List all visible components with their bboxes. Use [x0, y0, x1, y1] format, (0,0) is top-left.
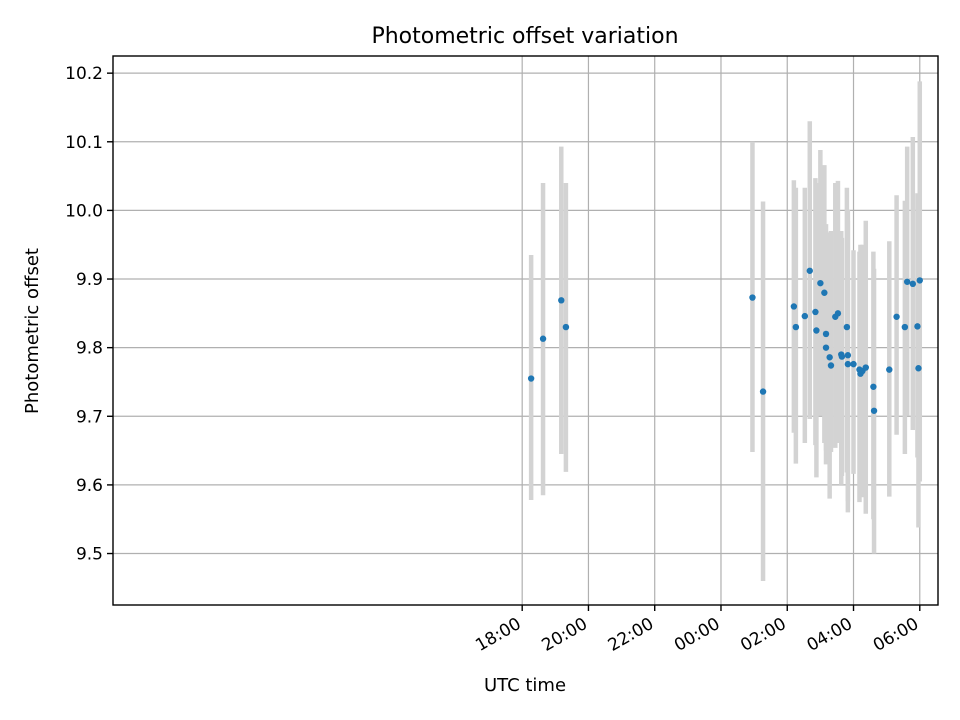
data-point — [870, 407, 878, 414]
y-tick-label: 10.1 — [65, 133, 103, 153]
data-point — [822, 330, 830, 338]
data-point — [903, 278, 911, 285]
data-point — [821, 289, 828, 296]
data-point — [759, 388, 767, 395]
data-point — [844, 352, 852, 359]
y-tick-label: 9.9 — [76, 270, 103, 290]
x-tick-label: 20:00 — [539, 614, 591, 656]
y-axis-label: Photometric offset — [22, 248, 43, 414]
y-tick-label: 10.0 — [65, 201, 103, 221]
data-point — [901, 323, 909, 331]
data-point — [812, 308, 819, 316]
data-point — [539, 335, 547, 342]
data-point — [562, 323, 570, 331]
y-tick-label: 9.6 — [76, 476, 103, 496]
data-point — [822, 344, 830, 351]
data-point — [909, 280, 917, 288]
data-point — [870, 383, 877, 390]
error-bars — [528, 81, 923, 581]
x-tick-label: 00:00 — [671, 614, 723, 656]
x-tick-label: 18:00 — [472, 614, 524, 656]
y-tick-label: 9.8 — [76, 339, 103, 359]
data-point — [827, 362, 835, 369]
data-point — [914, 323, 921, 330]
data-point — [838, 353, 846, 360]
x-tick-label: 22:00 — [605, 614, 657, 656]
x-axis-ticks: 18:00 20:00 22:00 00:00 02:00 04:00 06:00 — [472, 605, 922, 656]
data-point — [886, 366, 893, 373]
data-point — [806, 267, 813, 274]
data-point — [813, 327, 820, 334]
data-point — [749, 294, 756, 301]
data-point — [893, 313, 900, 320]
x-tick-label: 06:00 — [870, 614, 922, 656]
data-point — [834, 310, 842, 317]
data-point — [790, 303, 798, 310]
data-point — [850, 360, 857, 368]
x-tick-label: 04:00 — [804, 614, 856, 656]
x-axis-label: UTC time — [484, 675, 566, 696]
data-point — [844, 360, 852, 368]
data-point — [915, 365, 922, 372]
data-point — [792, 323, 800, 331]
x-tick-label: 02:00 — [737, 614, 789, 656]
y-tick-label: 9.5 — [76, 545, 103, 565]
data-points — [527, 267, 923, 414]
data-point — [862, 364, 869, 371]
plot-frame — [112, 55, 939, 606]
y-tick-label: 10.2 — [65, 64, 103, 84]
data-point — [826, 354, 833, 361]
y-tick-label: 9.7 — [76, 407, 103, 427]
chart-title: Photometric offset variation — [371, 24, 678, 49]
data-point — [558, 297, 565, 304]
data-point — [817, 279, 824, 287]
data-point — [843, 323, 851, 331]
y-axis-ticks: 9.5 9.6 9.7 9.8 9.9 10.0 10.1 10.2 — [65, 64, 113, 565]
data-point — [527, 375, 535, 382]
data-point — [916, 277, 923, 284]
data-point — [801, 312, 809, 320]
